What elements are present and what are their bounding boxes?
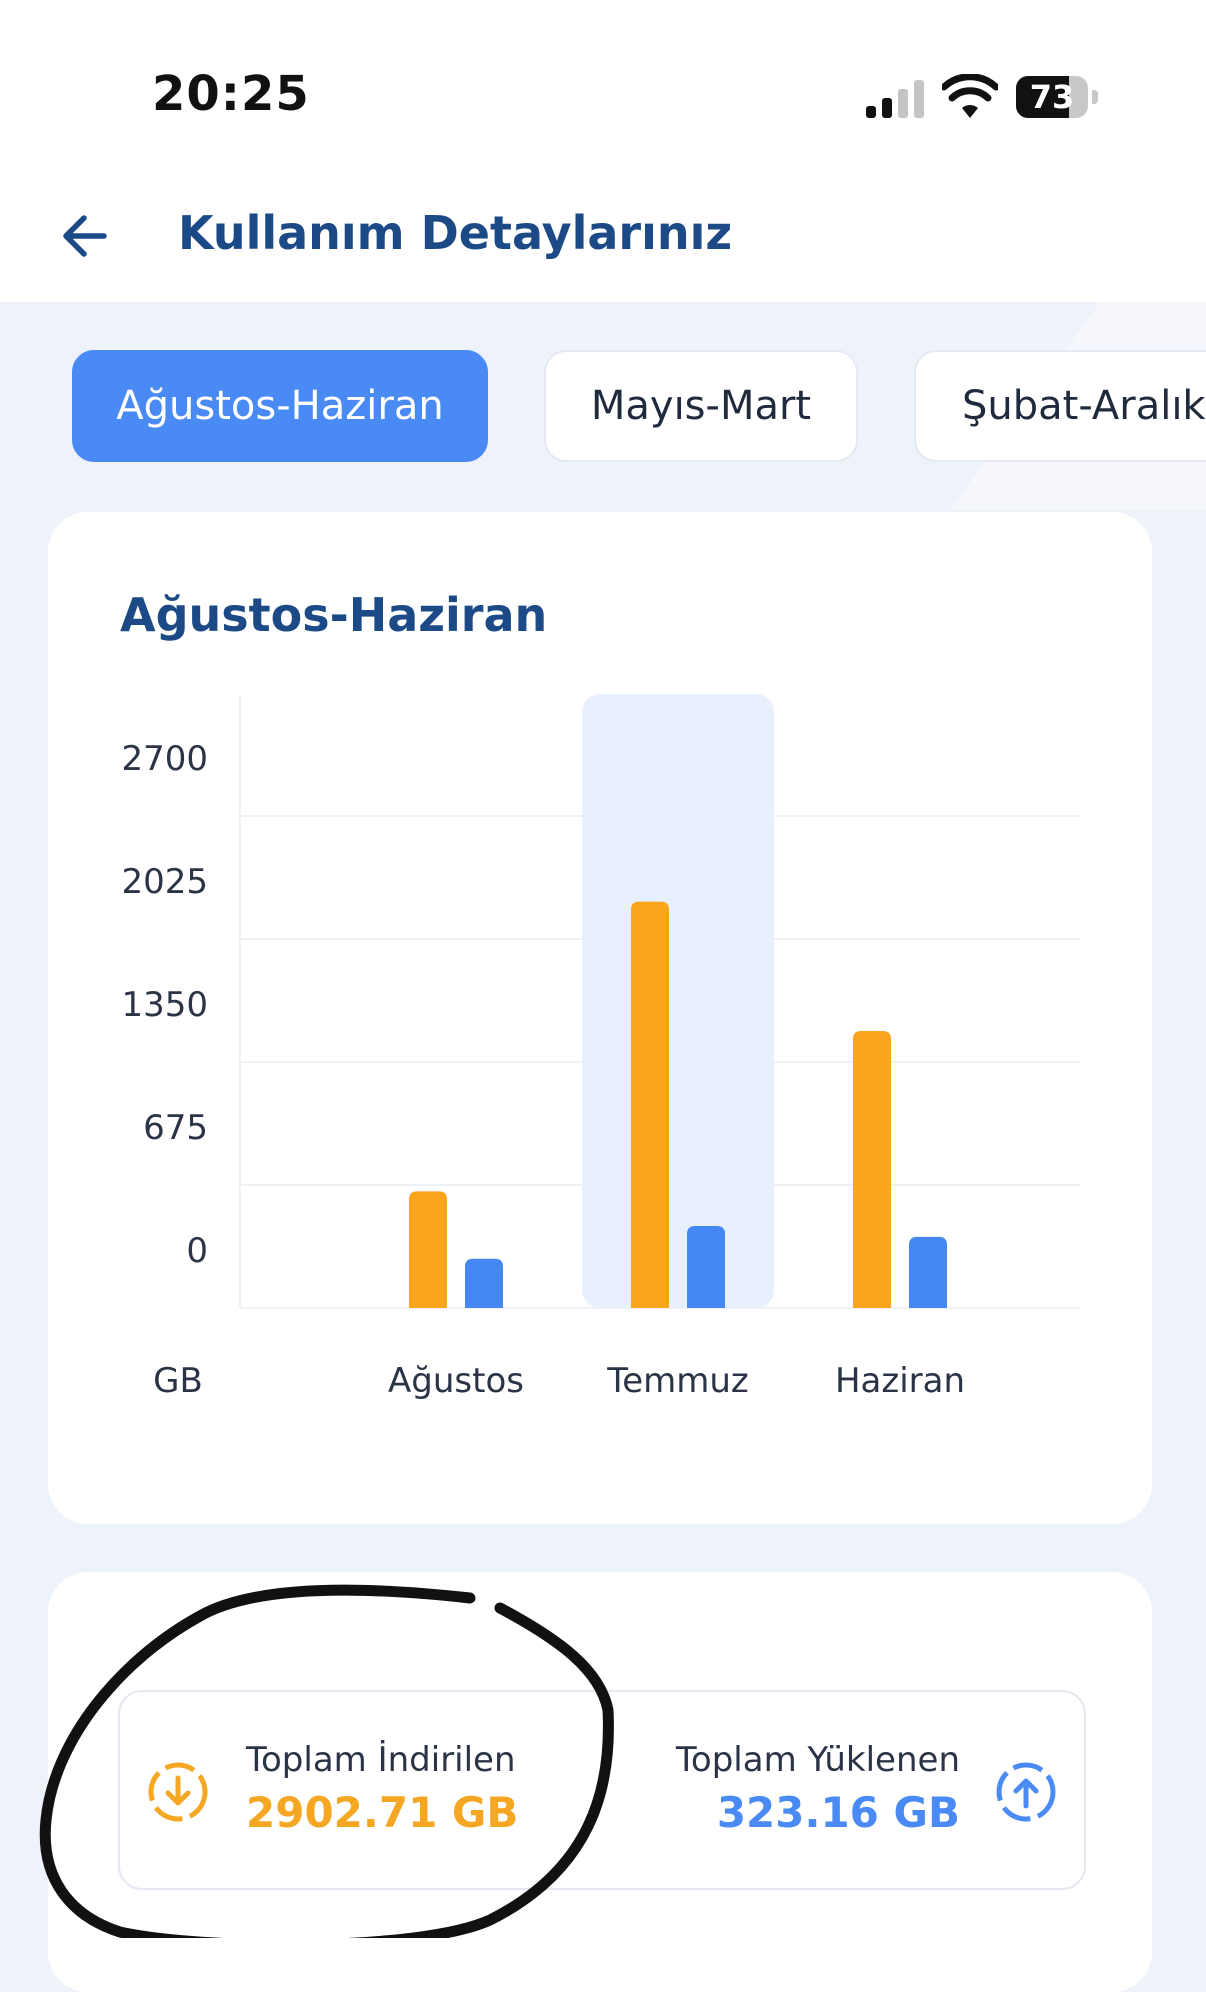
usage-chart-card: Ağustos-Haziran 2700 2025 1350 675 0 GB Ağusto… — [48, 512, 1152, 1524]
total-download-value: 2902.71 GB — [246, 1788, 519, 1837]
total-download-label: Toplam İndirilen — [246, 1740, 516, 1780]
y-tick-label: 2025 — [121, 862, 208, 902]
bar — [409, 1191, 447, 1308]
tab-mayis-mart[interactable]: Mayıs-Mart — [544, 350, 858, 462]
bar — [853, 1031, 891, 1308]
bar — [465, 1258, 503, 1308]
arrow-left-icon[interactable] — [54, 206, 114, 266]
battery-icon: 73 — [1016, 76, 1100, 118]
x-tick-label: Temmuz — [606, 1361, 749, 1401]
x-tick-label: Haziran — [835, 1361, 965, 1401]
totals-box: Toplam İndirilen 2902.71 GB Toplam Yükle… — [118, 1690, 1086, 1890]
chart-title: Ağustos-Haziran — [120, 588, 548, 642]
total-upload-label: Toplam Yüklenen — [675, 1740, 960, 1780]
y-tick-label: 1350 — [121, 985, 208, 1025]
status-bar: 20:25 73 — [0, 0, 1206, 170]
totals-card: Toplam İndirilen 2902.71 GB Toplam Yükle… — [48, 1572, 1152, 1992]
battery-level: 73 — [1029, 78, 1075, 116]
bar — [631, 901, 669, 1308]
download-circle-icon — [148, 1762, 208, 1822]
highlight-column — [582, 694, 774, 1308]
usage-bar-chart: 2700 2025 1350 675 0 GB Ağustos Temmuz Haziran — [121, 694, 1080, 1401]
total-upload-value: 323.16 GB — [716, 1788, 960, 1837]
y-tick-label: 2700 — [121, 739, 208, 779]
status-time: 20:25 — [152, 66, 310, 122]
wifi-icon — [942, 74, 998, 118]
app-header: Kullanım Detaylarınız — [0, 170, 1206, 302]
x-tick-label: Ağustos — [388, 1361, 524, 1401]
upload-circle-icon — [996, 1762, 1056, 1822]
y-tick-label: 675 — [143, 1108, 208, 1148]
cellular-signal-icon — [866, 80, 924, 118]
y-tick-label: 0 — [186, 1231, 208, 1271]
tab-agustos-haziran[interactable]: Ağustos-Haziran — [72, 350, 488, 462]
tab-subat-aralik[interactable]: Şubat-Aralık — [914, 350, 1206, 462]
y-unit-label: GB — [153, 1361, 203, 1401]
page-title: Kullanım Detaylarınız — [178, 206, 733, 260]
bar — [687, 1226, 725, 1308]
bar — [909, 1236, 947, 1308]
